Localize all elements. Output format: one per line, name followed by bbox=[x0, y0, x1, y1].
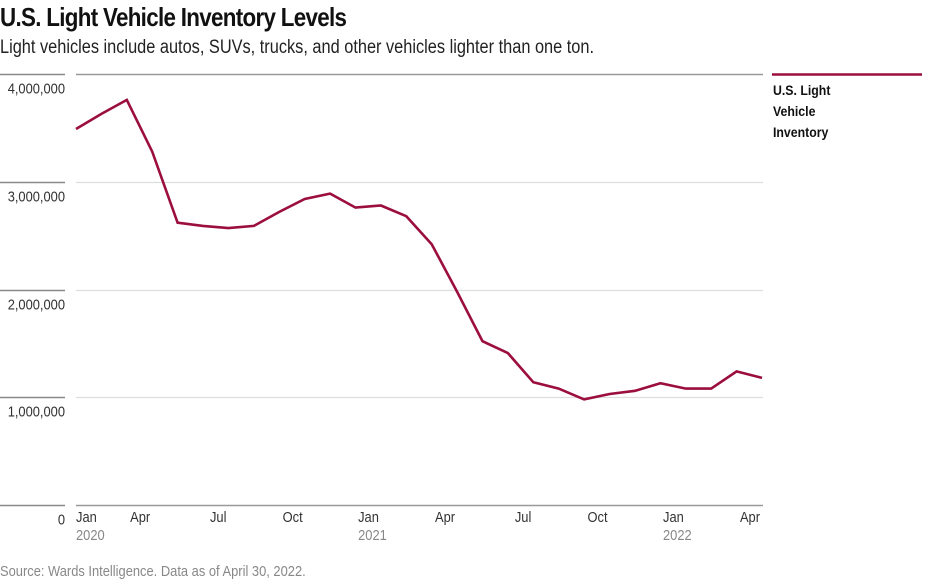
x-tick-label: Jan bbox=[663, 508, 684, 525]
x-tick: Jul bbox=[210, 508, 226, 525]
x-tick-label: Jul bbox=[515, 508, 531, 525]
x-tick-label: Apr bbox=[740, 508, 760, 525]
y-tick-label: 1,000,000 bbox=[8, 403, 66, 420]
y-tick-label: 3,000,000 bbox=[8, 188, 66, 205]
y-tick-label: 0 bbox=[58, 511, 65, 528]
x-tick-label: Oct bbox=[588, 508, 608, 525]
legend-label-line: Vehicle bbox=[773, 103, 815, 119]
x-tick: Jul bbox=[515, 508, 531, 525]
source-note: Source: Wards Intelligence. Data as of A… bbox=[0, 563, 306, 580]
x-tick: Oct bbox=[283, 508, 303, 525]
x-tick: Apr bbox=[130, 508, 150, 525]
legend: U.S. Light Vehicle Inventory bbox=[772, 73, 922, 140]
x-tick: Oct bbox=[588, 508, 608, 525]
series-layer bbox=[75, 98, 763, 401]
y-tick-label: 4,000,000 bbox=[8, 80, 66, 97]
x-tick-label: Oct bbox=[283, 508, 303, 525]
series-line bbox=[75, 98, 763, 401]
y-axis-labels: 0 1,000,000 2,000,000 3,000,000 4,000,000 bbox=[8, 80, 66, 528]
x-tick-year-label: 2022 bbox=[663, 526, 692, 543]
legend-label-line: U.S. Light bbox=[773, 82, 831, 98]
chart-subtitle: Light vehicles include autos, SUVs, truc… bbox=[0, 37, 595, 58]
x-tick: Apr bbox=[740, 508, 760, 525]
gridlines bbox=[0, 73, 763, 507]
chart-title: U.S. Light Vehicle Inventory Levels bbox=[0, 2, 347, 32]
x-tick-label: Apr bbox=[130, 508, 150, 525]
x-tick-year-label: 2020 bbox=[76, 526, 105, 543]
x-tick-year-label: 2021 bbox=[358, 526, 387, 543]
x-tick-label: Apr bbox=[435, 508, 455, 525]
x-tick-label: Jan bbox=[76, 508, 97, 525]
x-tick: Apr bbox=[435, 508, 455, 525]
x-tick-label: Jan bbox=[358, 508, 379, 525]
legend-label: U.S. Light bbox=[773, 82, 831, 98]
legend-label-line: Inventory bbox=[773, 124, 829, 140]
x-tick-label: Jul bbox=[210, 508, 226, 525]
y-tick-label: 2,000,000 bbox=[8, 296, 66, 313]
legend-label: Inventory bbox=[773, 124, 829, 140]
legend-label: Vehicle bbox=[773, 103, 815, 119]
